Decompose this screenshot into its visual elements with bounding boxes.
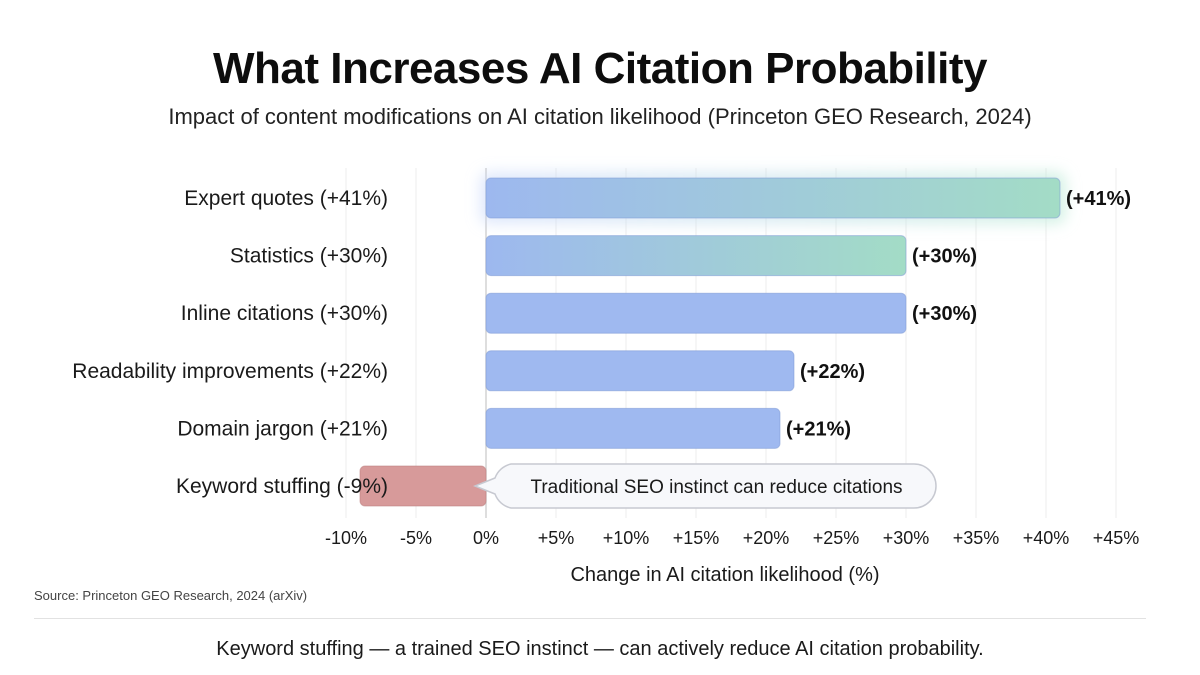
value-labels: (+41%) (+30%) (+30%) (+22%) (+21%) bbox=[786, 188, 1131, 440]
x-tick-label: +20% bbox=[743, 528, 790, 548]
category-label: Keyword stuffing (-9%) bbox=[176, 475, 388, 498]
data-label: (+30%) bbox=[912, 303, 977, 325]
category-label: Domain jargon (+21%) bbox=[177, 417, 388, 440]
callout-text: Traditional SEO instinct can reduce cita… bbox=[530, 477, 902, 498]
x-tick-label: +30% bbox=[883, 528, 930, 548]
bar bbox=[485, 177, 1061, 219]
bar bbox=[485, 407, 781, 449]
x-tick-label: +40% bbox=[1023, 528, 1070, 548]
x-axis-ticks: -10% -5% 0% +5% +10% +15% +20% +25% +30% +35% +40%… bbox=[325, 528, 1139, 548]
source-note: Source: Princeton GEO Research, 2024 (ar… bbox=[34, 588, 308, 603]
grid-lines bbox=[345, 168, 1117, 518]
data-label: (+22%) bbox=[800, 361, 865, 383]
category-label: Inline citations (+30%) bbox=[181, 302, 388, 325]
x-tick-label: 0% bbox=[473, 528, 499, 548]
divider bbox=[34, 618, 1146, 619]
chart-title: What Increases AI Citation Probability bbox=[213, 44, 987, 93]
data-label: (+30%) bbox=[912, 246, 977, 268]
bar bbox=[485, 235, 907, 277]
category-label: Statistics (+30%) bbox=[230, 245, 388, 268]
data-label: (+41%) bbox=[1066, 188, 1131, 210]
x-tick-label: -10% bbox=[325, 528, 367, 548]
x-tick-label: +35% bbox=[953, 528, 1000, 548]
category-labels: Expert quotes (+41%) Statistics (+30%) Inl… bbox=[72, 187, 388, 498]
x-tick-label: +5% bbox=[538, 528, 575, 548]
bars bbox=[359, 172, 1066, 507]
category-label: Readability improvements (+22%) bbox=[72, 360, 388, 383]
bar-chart: Expert quotes (+41%) Statistics (+30%) Inl… bbox=[72, 168, 1139, 586]
x-tick-label: +10% bbox=[603, 528, 650, 548]
annotation-callout: Traditional SEO instinct can reduce cita… bbox=[472, 463, 937, 509]
x-axis-label: Change in AI citation likelihood (%) bbox=[570, 564, 879, 586]
bar bbox=[485, 292, 907, 334]
footnote: Keyword stuffing — a trained SEO instinc… bbox=[216, 638, 984, 660]
x-tick-label: +15% bbox=[673, 528, 720, 548]
x-tick-label: -5% bbox=[400, 528, 432, 548]
category-label: Expert quotes (+41%) bbox=[184, 187, 388, 210]
x-tick-label: +45% bbox=[1093, 528, 1140, 548]
callout-bubble bbox=[472, 463, 937, 509]
data-label: (+21%) bbox=[786, 418, 851, 440]
bar bbox=[485, 350, 795, 392]
x-tick-label: +25% bbox=[813, 528, 860, 548]
chart-subtitle: Impact of content modifications on AI ci… bbox=[168, 104, 1032, 129]
